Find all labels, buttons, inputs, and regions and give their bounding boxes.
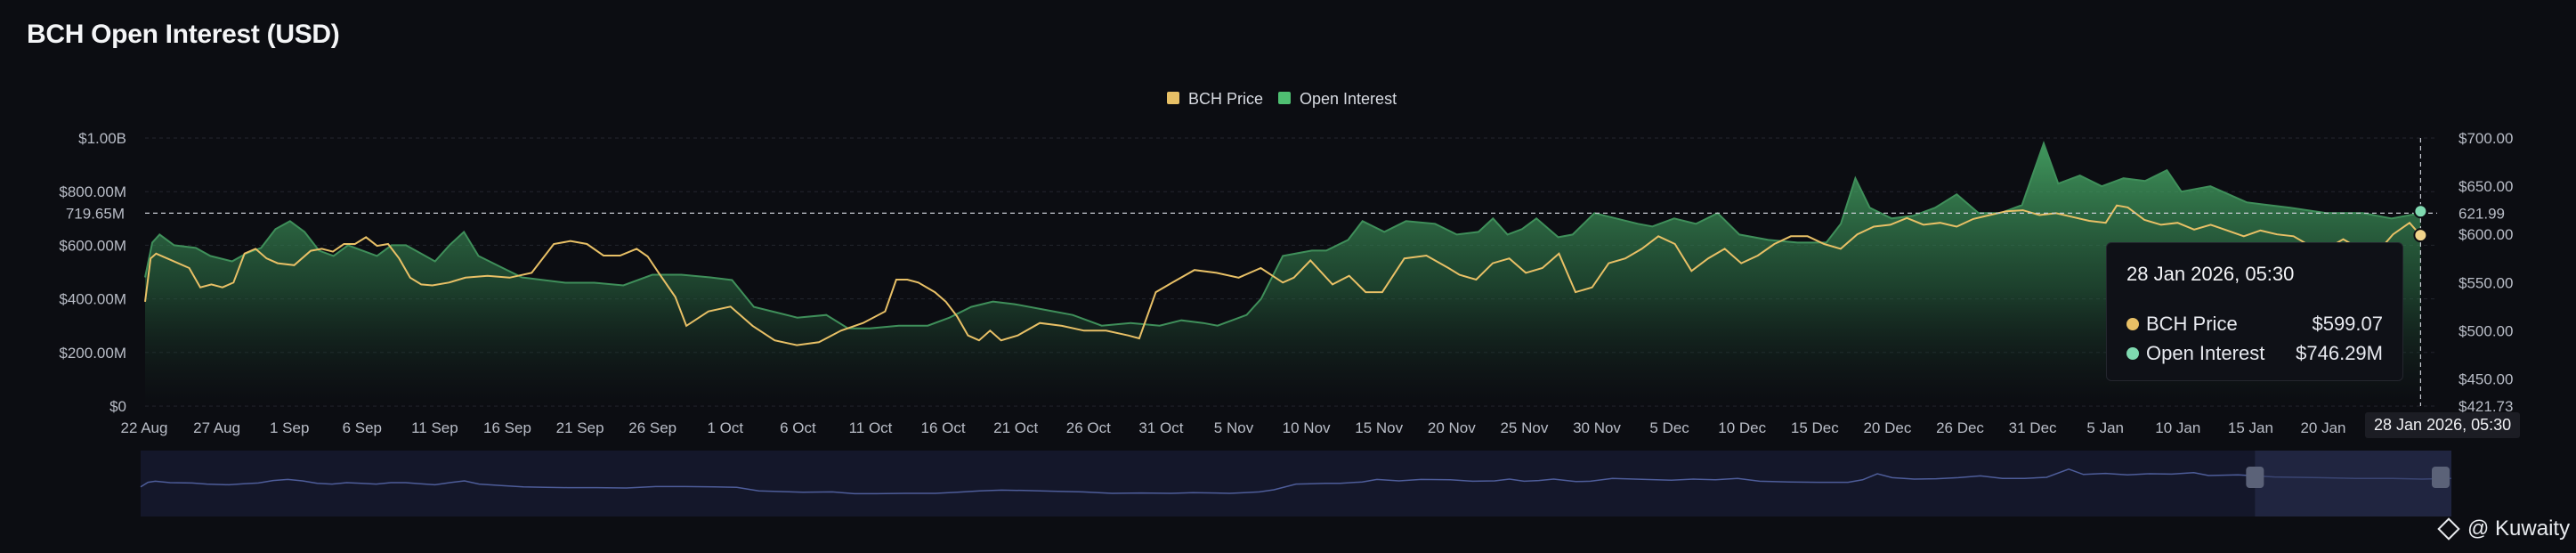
- x-tick-label: 5 Nov: [1214, 419, 1254, 436]
- y-left-tick-label: $400.00M: [59, 291, 126, 308]
- legend-label-oi: Open Interest: [1300, 90, 1397, 108]
- oi-hover-dot: [2413, 204, 2428, 219]
- x-tick-label: 30 Nov: [1573, 419, 1621, 436]
- y-right-tick-label: $450.00: [2459, 370, 2513, 387]
- legend-swatch-oi: [1278, 92, 1291, 104]
- range-navigator[interactable]: [140, 451, 2452, 516]
- y-left-tick-label: $200.00M: [59, 345, 126, 362]
- y-left-tick-label: $1.00B: [78, 130, 126, 147]
- x-tick-label: 16 Sep: [483, 419, 531, 436]
- x-tick-label: 21 Sep: [556, 419, 604, 436]
- tooltip-oi-value: $746.29M: [2296, 341, 2383, 364]
- tooltip-oi-label: Open Interest: [2146, 341, 2265, 364]
- hover-tooltip: 28 Jan 2026, 05:30 BCH Price $599.07 Ope…: [2106, 242, 2403, 381]
- x-tick-label: 15 Nov: [1355, 419, 1403, 436]
- x-tick-label: 27 Aug: [193, 419, 240, 436]
- x-tick-label: 10 Dec: [1718, 419, 1766, 436]
- x-tick-label: 6 Oct: [780, 419, 816, 436]
- tooltip-title: 28 Jan 2026, 05:30: [2126, 263, 2295, 285]
- x-tick-label: 10 Nov: [1283, 419, 1331, 436]
- x-tick-label: 6 Sep: [343, 419, 382, 436]
- x-tick-label: 26 Oct: [1066, 419, 1111, 436]
- x-tick-label: 1 Sep: [270, 419, 309, 436]
- navigator-line: [140, 468, 2452, 495]
- price-series-line: [144, 204, 2422, 346]
- x-tick-label: 11 Sep: [411, 419, 458, 436]
- tooltip-price-dot: [2126, 317, 2139, 330]
- x-tick-label: 22 Aug: [121, 419, 168, 436]
- crosshair-date-badge: 28 Jan 2026, 05:30: [2365, 412, 2521, 438]
- x-tick-label: 10 Jan: [2155, 419, 2200, 436]
- y-right-tick-label: $650.00: [2459, 178, 2513, 195]
- navigator-handle-right[interactable]: [2432, 467, 2450, 488]
- legend-label-price: BCH Price: [1188, 90, 1263, 108]
- legend-swatch-price: [1167, 92, 1179, 104]
- x-tick-label: 26 Sep: [628, 419, 676, 436]
- x-tick-label: 21 Oct: [993, 419, 1038, 436]
- y-right-tick-label: $550.00: [2459, 274, 2513, 291]
- x-tick-label: 20 Nov: [1428, 419, 1476, 436]
- x-tick-label: 25 Nov: [1500, 419, 1548, 436]
- y-right-tick-label: $700.00: [2459, 130, 2513, 147]
- y-axis-left: $0 $200.00M $400.00M $600.00M $800.00M $1.00B…: [59, 130, 126, 415]
- navigator-handle-left[interactable]: [2246, 467, 2264, 488]
- x-tick-label: 1 Oct: [707, 419, 743, 436]
- y-right-tick-label: $600.00: [2459, 226, 2513, 243]
- x-tick-label: 31 Oct: [1138, 419, 1183, 436]
- y-axis-right: $421.73 $450.00 $500.00 $550.00 $600.00 $650.…: [2459, 130, 2513, 415]
- y-right-tick-label: $500.00: [2459, 322, 2513, 339]
- x-tick-label: 5 Jan: [2086, 419, 2124, 436]
- oi-series-line: [144, 141, 2421, 329]
- x-tick-label: 5 Dec: [1649, 419, 1689, 436]
- x-tick-label: 15 Dec: [1791, 419, 1839, 436]
- y-left-tick-label: $0: [109, 398, 126, 415]
- price-hover-dot: [2413, 228, 2428, 243]
- x-tick-label: 20 Dec: [1863, 419, 1911, 436]
- oi-series-area: [145, 143, 2421, 406]
- watermark-text: @ Kuwaity: [2467, 516, 2571, 541]
- chart-legend: BCH Price Open Interest: [1167, 90, 1397, 108]
- tooltip-row-oi: Open Interest $746.29M: [2126, 338, 2383, 368]
- tooltip-oi-dot: [2126, 346, 2139, 360]
- x-axis: 22 Aug 27 Aug 1 Sep 6 Sep 11 Sep 16 Sep 21 Sep…: [121, 419, 2346, 436]
- x-tick-label: 11 Oct: [849, 419, 893, 436]
- y-right-tick-label: $421.73: [2459, 398, 2513, 415]
- navigator-selection[interactable]: [2255, 451, 2451, 516]
- x-tick-label: 16 Oct: [921, 419, 966, 436]
- x-tick-label: 26 Dec: [1936, 419, 1984, 436]
- tooltip-row-price: BCH Price $599.07: [2126, 309, 2383, 338]
- y-left-tick-label: $600.00M: [59, 237, 126, 254]
- y-left-tick-label: $800.00M: [59, 183, 126, 200]
- watermark: @ Kuwaity: [2437, 516, 2571, 541]
- x-tick-label: 31 Dec: [2009, 419, 2057, 436]
- chart-title: BCH Open Interest (USD): [27, 20, 340, 49]
- x-tick-label: 15 Jan: [2228, 419, 2273, 436]
- binance-logo-icon: [2437, 517, 2460, 541]
- tooltip-price-label: BCH Price: [2146, 312, 2238, 335]
- x-tick-label: 20 Jan: [2300, 419, 2345, 436]
- tooltip-price-value: $599.07: [2312, 312, 2383, 335]
- y-left-marker-label: 719.65M: [66, 205, 125, 222]
- y-right-marker-label: 621.99: [2459, 205, 2505, 222]
